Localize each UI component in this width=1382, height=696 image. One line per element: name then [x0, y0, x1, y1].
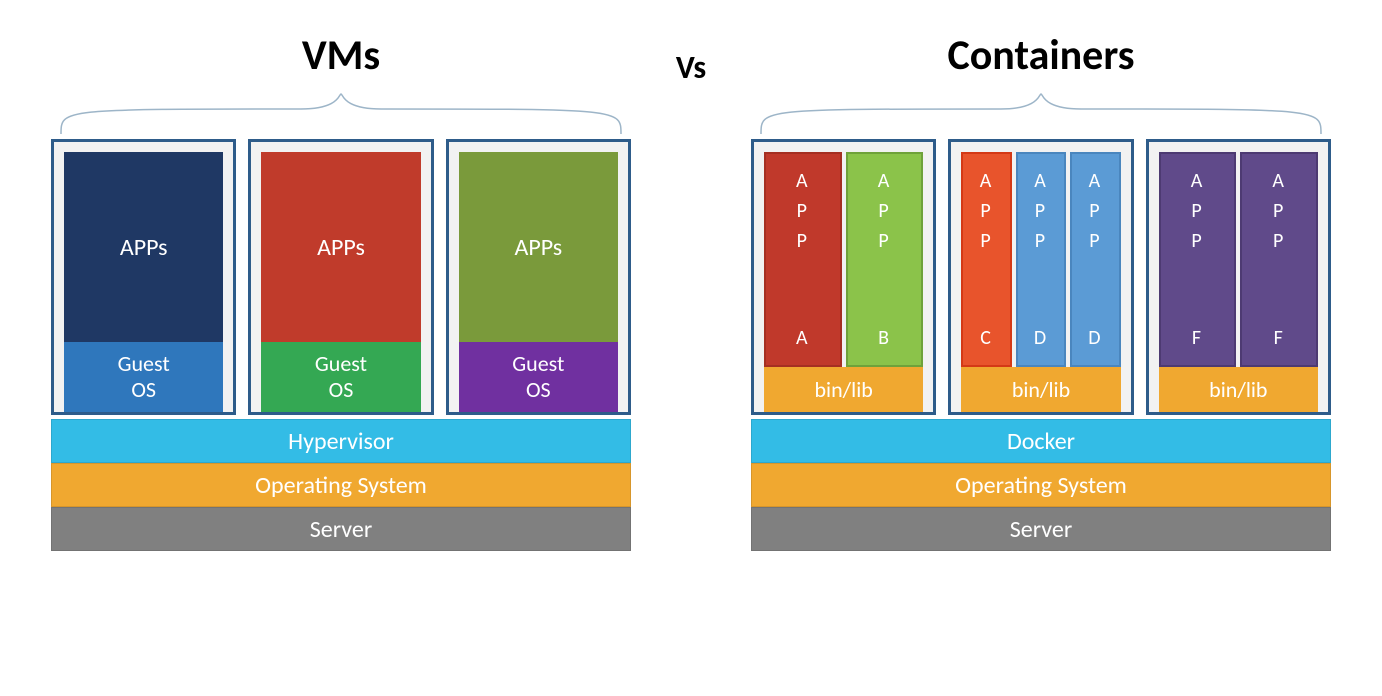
vm-brace — [51, 89, 631, 139]
vm-layer-server: Server — [51, 507, 631, 551]
vm-guest-os-2: GuestOS — [459, 342, 618, 412]
container-apps-row-0: APP A APP B — [764, 152, 923, 367]
container-layer-operating-system: Operating System — [751, 463, 1331, 507]
container-brace — [751, 89, 1331, 139]
app-label: C — [980, 323, 993, 353]
diagram-root: VMs APPsGuestOSAPPsGuestOSAPPsGuestOS Hy… — [0, 0, 1382, 551]
container-app-1-2: APP D — [1070, 152, 1120, 367]
container-layer-docker: Docker — [751, 419, 1331, 463]
app-label: B — [878, 323, 891, 353]
binlib-1: bin/lib — [961, 367, 1120, 412]
app-label: D — [1088, 323, 1102, 353]
container-app-2-0: APP F — [1159, 152, 1237, 367]
container-apps-row-2: APP F APP F — [1159, 152, 1318, 367]
app-label: D — [1034, 323, 1048, 353]
container-app-0-1: APP B — [846, 152, 924, 367]
app-letters: APP — [1034, 166, 1048, 256]
container-stack: APPAAPPBbin/libAPPCAPPDAPPDbin/libAPPFAP… — [751, 139, 1331, 551]
vm-guest-os-0: GuestOS — [64, 342, 223, 412]
vm-guest-os-1: GuestOS — [261, 342, 420, 412]
vm-title: VMs — [302, 30, 380, 81]
container-apps-row-1: APP C APP D APP D — [961, 152, 1120, 367]
container-box-2: APP F APP Fbin/lib — [1146, 139, 1331, 415]
app-label: F — [1192, 323, 1203, 353]
container-side: Containers APP A APP Bbin/lib APP C APP D APP Dbi… — [751, 30, 1331, 551]
vm-box-2: APPsGuestOS — [446, 139, 631, 415]
app-letters: APP — [1272, 166, 1286, 256]
container-app-2-1: APP F — [1240, 152, 1318, 367]
container-app-1-0: APP C — [961, 152, 1011, 367]
vm-boxes-row: APPsGuestOSAPPsGuestOSAPPsGuestOS — [51, 139, 631, 415]
container-title: Containers — [947, 30, 1134, 81]
vm-layer-hypervisor: Hypervisor — [51, 419, 631, 463]
vm-layer-operating-system: Operating System — [51, 463, 631, 507]
vm-side: VMs APPsGuestOSAPPsGuestOSAPPsGuestOS Hy… — [51, 30, 631, 551]
app-letters: APP — [1191, 166, 1205, 256]
container-layer-server: Server — [751, 507, 1331, 551]
binlib-2: bin/lib — [1159, 367, 1318, 412]
vm-box-0: APPsGuestOS — [51, 139, 236, 415]
container-app-1-1: APP D — [1016, 152, 1066, 367]
app-letters: APP — [980, 166, 994, 256]
vm-apps-0: APPs — [64, 152, 223, 342]
app-letters: APP — [796, 166, 810, 256]
container-app-0-0: APP A — [764, 152, 842, 367]
app-label: A — [796, 323, 810, 353]
vm-box-1: APPsGuestOS — [248, 139, 433, 415]
vm-stack: APPsGuestOSAPPsGuestOSAPPsGuestOS Hyperv… — [51, 139, 631, 551]
container-box-0: APP A APP Bbin/lib — [751, 139, 936, 415]
container-boxes-row: APPAAPPBbin/libAPPCAPPDAPPDbin/libAPPFAP… — [751, 139, 1331, 415]
app-letters: APP — [1089, 166, 1103, 256]
app-letters: APP — [878, 166, 892, 256]
binlib-0: bin/lib — [764, 367, 923, 412]
app-label: F — [1274, 323, 1285, 353]
vs-label: Vs — [661, 48, 721, 87]
container-box-1: APP C APP D APP Dbin/lib — [948, 139, 1133, 415]
vm-apps-2: APPs — [459, 152, 618, 342]
vm-apps-1: APPs — [261, 152, 420, 342]
